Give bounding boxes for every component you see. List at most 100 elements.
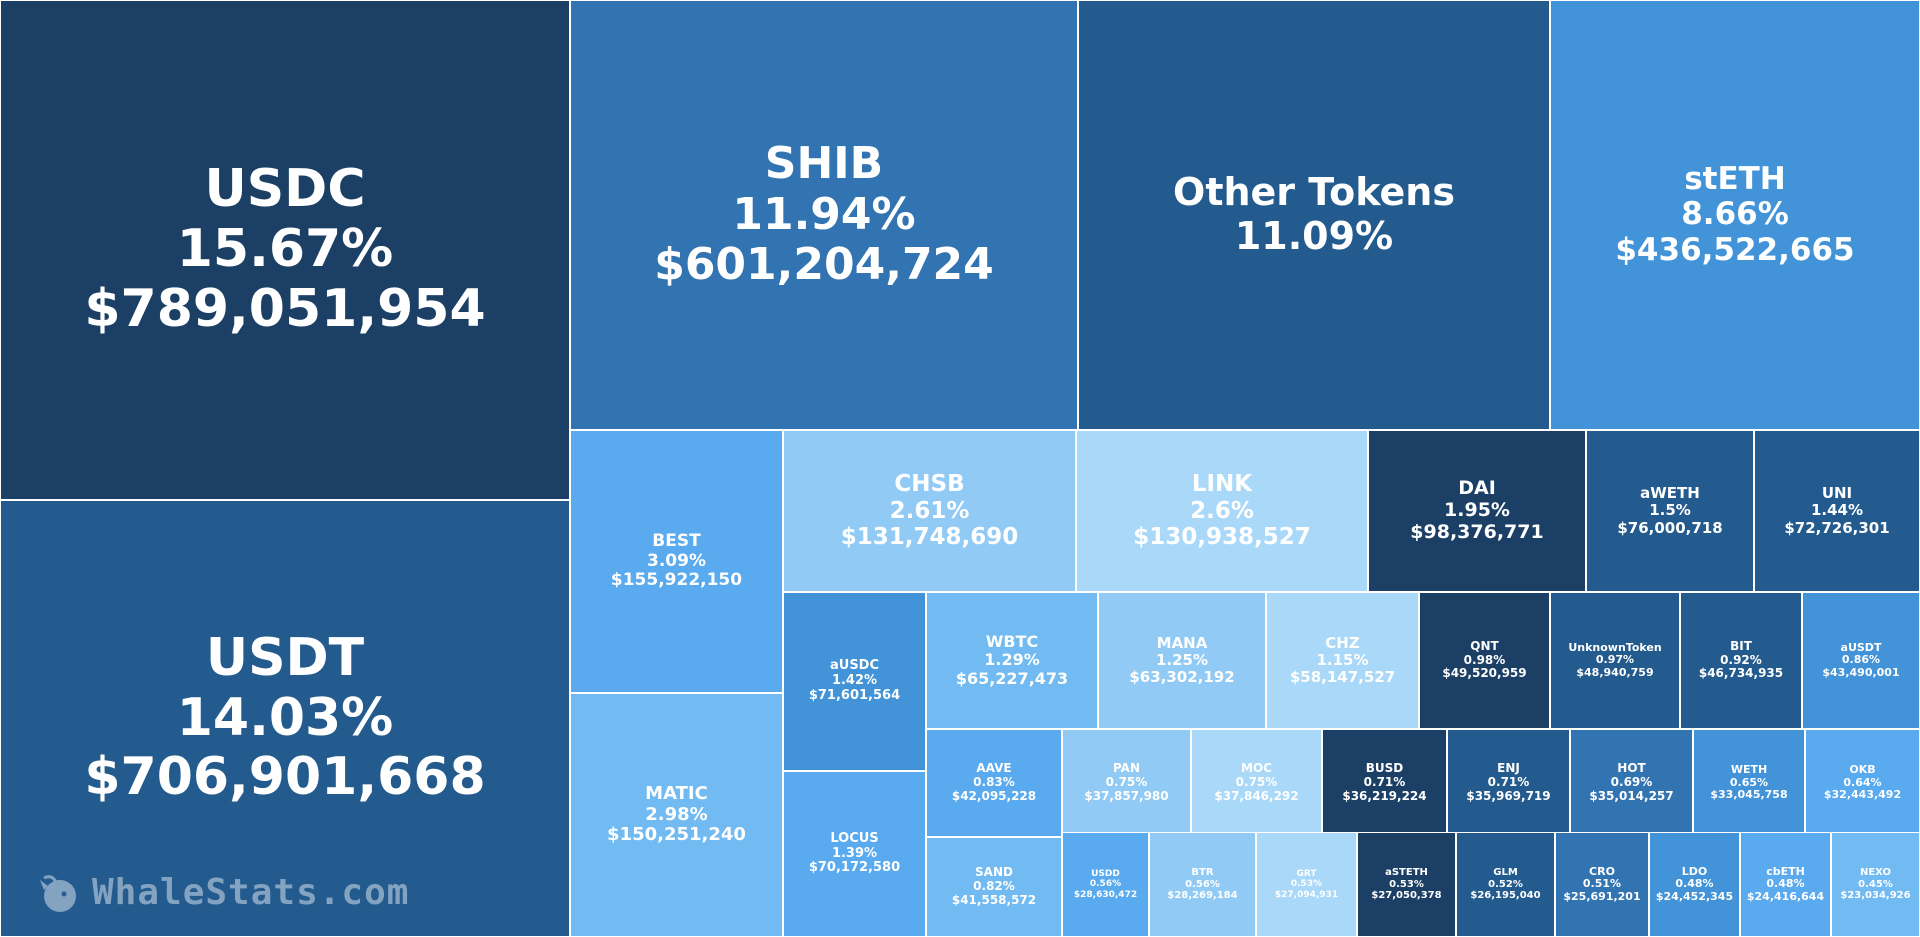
treemap-name-label: SHIB [764,138,884,190]
treemap-cell-ldo: LDO 0.48% $24,452,345 [1649,832,1740,937]
treemap-value-label: $27,050,378 [1371,890,1442,902]
treemap-name-label: aUSDT [1840,640,1882,654]
treemap-value-label: $71,601,564 [808,687,901,703]
treemap-name-label: LOCUS [830,830,879,846]
treemap-value-label: $789,051,954 [84,278,486,339]
treemap-value-label: $49,520,959 [1442,666,1527,681]
treemap-name-label: LINK [1191,471,1253,498]
treemap-cell-aave: AAVE 0.83% $42,095,228 [926,729,1062,837]
treemap-value-label: $130,938,527 [1133,524,1311,551]
treemap-percent-label: 1.42% [831,673,878,689]
treemap-value-label: $706,901,668 [84,747,486,808]
treemap-value-label: $131,748,690 [840,524,1019,551]
treemap-percent-label: 1.5% [1649,501,1691,520]
treemap-percent-label: 0.45% [1858,878,1893,890]
treemap-percent-label: 0.48% [1766,877,1805,891]
treemap-name-label: CHSB [894,471,965,498]
treemap-percent-label: 0.52% [1488,878,1523,890]
treemap-name-label: GRT [1296,868,1317,879]
treemap-value-label: $24,452,345 [1655,889,1734,903]
treemap-name-label: USDT [205,627,365,688]
treemap-value-label: $70,172,580 [808,860,901,876]
treemap-cell-bit: BIT 0.92% $46,734,935 [1680,592,1802,729]
treemap-value-label: $24,416,644 [1746,889,1825,903]
watermark-text: WhaleStats.com [92,871,410,913]
treemap-cell-chsb: CHSB 2.61% $131,748,690 [783,430,1076,592]
treemap-percent-label: 1.39% [831,845,878,861]
treemap-name-label: NEXO [1859,867,1892,879]
treemap-value-label: $35,014,257 [1589,788,1674,803]
treemap-value-label: $436,522,665 [1615,231,1855,268]
treemap-percent-label: 0.75% [1105,775,1148,790]
treemap-name-label: WETH [1730,763,1768,777]
treemap-cell-asteth: aSTETH 0.53% $27,050,378 [1357,832,1456,937]
treemap-cell-link: LINK 2.6% $130,938,527 [1076,430,1368,592]
whale-logo-icon [40,875,76,912]
treemap-value-label: $23,034,926 [1840,890,1911,902]
treemap-name-label: stETH [1684,160,1786,197]
watermark: WhaleStats.com [34,868,409,916]
treemap-name-label: UNI [1821,484,1853,503]
treemap-percent-label: 0.98% [1463,652,1506,667]
treemap-percent-label: 0.48% [1675,877,1714,891]
treemap-cell-ausdt: aUSDT 0.86% $43,490,001 [1802,592,1920,729]
treemap-name-label: GLM [1493,867,1518,879]
treemap-percent-label: 0.82% [973,879,1015,894]
treemap-value-label: $41,558,572 [951,892,1037,907]
treemap-cell-usdc: USDC 15.67% $789,051,954 [0,0,570,500]
treemap-value-label: $76,000,718 [1617,518,1723,537]
treemap-percent-label: 0.51% [1582,877,1622,891]
treemap-percent-label: 2.6% [1190,497,1254,524]
treemap-value-label: $27,094,931 [1274,889,1339,900]
treemap-cell-cro: CRO 0.51% $25,691,201 [1555,832,1649,937]
treemap-value-label: $28,630,472 [1073,889,1138,900]
treemap-percent-label: 1.25% [1155,650,1209,669]
treemap-value-label: $37,846,292 [1214,788,1299,803]
treemap-value-label: $601,204,724 [654,239,994,291]
treemap-cell-steth: stETH 8.66% $436,522,665 [1550,0,1920,430]
treemap-name-label: USDC [204,159,366,220]
treemap-percent-label: 0.53% [1290,879,1323,890]
treemap-value-label: $37,857,980 [1084,788,1169,803]
treemap-name-label: aUSDC [829,658,880,674]
treemap-name-label: BUSD [1365,761,1404,776]
treemap-cell-cbeth: cbETH 0.48% $24,416,644 [1740,832,1831,937]
treemap-cell-hot: HOT 0.69% $35,014,257 [1570,729,1693,837]
treemap-value-label: $72,726,301 [1784,518,1890,537]
treemap-value-label: $43,490,001 [1822,665,1900,679]
treemap-percent-label: 0.86% [1841,653,1881,667]
treemap-name-label: LDO [1681,864,1708,878]
treemap-percent-label: 1.15% [1316,650,1369,669]
treemap-value-label: $63,302,192 [1129,668,1235,687]
treemap-value-label: $155,922,150 [610,570,743,591]
treemap-name-label: Other Tokens [1173,170,1455,215]
treemap-percent-label: 0.56% [1089,879,1122,890]
treemap-name-label: cbETH [1766,864,1805,878]
treemap-percent-label: 0.64% [1843,775,1882,789]
treemap-percent-label: 0.69% [1610,775,1653,790]
treemap-cell-usdd: USDD 0.56% $28,630,472 [1062,832,1149,937]
treemap-percent-label: 0.53% [1389,878,1424,890]
treemap-percent-label: 1.95% [1444,499,1510,522]
treemap-value-label: $33,045,758 [1710,788,1788,802]
treemap-value-label: $98,376,771 [1410,520,1544,543]
treemap-name-label: ENJ [1497,761,1520,776]
treemap-cell-matic: MATIC 2.98% $150,251,240 [570,693,783,937]
treemap-cell-wbtc: WBTC 1.29% $65,227,473 [926,592,1098,729]
treemap-percent-label: 0.92% [1720,652,1762,667]
treemap-cell-ausdc: aUSDC 1.42% $71,601,564 [783,592,926,771]
treemap-cell-qnt: QNT 0.98% $49,520,959 [1419,592,1550,729]
treemap-percent-label: 0.65% [1729,775,1769,789]
treemap-cell-busd: BUSD 0.71% $36,219,224 [1322,729,1447,837]
treemap-name-label: MANA [1156,633,1208,652]
treemap-cell-unknowntoken: UnknownToken 0.97% $48,940,759 [1550,592,1680,729]
treemap-percent-label: 0.71% [1487,775,1530,790]
treemap-percent-label: 11.94% [732,188,916,240]
treemap-cell-locus: LOCUS 1.39% $70,172,580 [783,771,926,937]
treemap-percent-label: 15.67% [176,219,394,280]
treemap-name-label: WBTC [985,631,1039,651]
treemap-name-label: aWETH [1640,484,1700,503]
treemap-value-label: $32,443,492 [1823,788,1902,802]
treemap-cell-shib: SHIB 11.94% $601,204,724 [570,0,1078,430]
